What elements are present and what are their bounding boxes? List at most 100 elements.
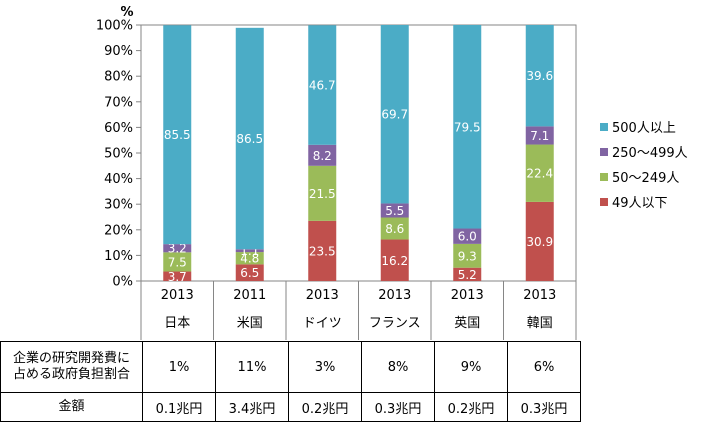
y-tick-label: 100% xyxy=(96,19,133,34)
data-label: 3.7 xyxy=(168,270,187,284)
table-cell: 1% xyxy=(142,341,216,393)
x-year-label: 2013 xyxy=(523,288,556,303)
table-cell: 6% xyxy=(507,341,581,393)
data-label: 7.1 xyxy=(530,129,549,143)
bar-segment xyxy=(235,27,264,250)
data-label: 3.2 xyxy=(168,242,187,256)
bar-segment xyxy=(380,217,409,240)
y-tick-label: 40% xyxy=(104,172,133,187)
bar-segment xyxy=(235,249,264,253)
table-cell: 0.3兆円 xyxy=(507,392,581,422)
y-tick-label: 30% xyxy=(104,198,133,213)
table-cell: 0.2兆円 xyxy=(288,392,362,422)
table-cell: 0.3兆円 xyxy=(361,392,435,422)
x-country-label: 日本 xyxy=(164,316,190,331)
y-unit-label: % xyxy=(120,5,133,20)
data-label: 4.8 xyxy=(240,252,259,266)
bar-segment xyxy=(163,271,192,281)
data-label: 6.5 xyxy=(240,266,259,280)
legend-label: 49人以下 xyxy=(612,196,668,211)
data-label: 39.6 xyxy=(526,69,553,83)
data-label: 8.6 xyxy=(385,222,404,236)
bar-segment xyxy=(453,228,482,244)
bar-segment xyxy=(525,25,554,127)
data-label: 22.4 xyxy=(526,167,553,181)
data-table: 企業の研究開発費に 占める政府負担割合 1% 11% 3% 8% 9% 6% 金… xyxy=(0,341,581,422)
x-year-label: 2013 xyxy=(451,288,484,303)
bar-segment xyxy=(163,25,192,245)
table-cell: 0.1兆円 xyxy=(142,392,216,422)
data-label: 69.7 xyxy=(381,108,408,122)
y-tick-label: 70% xyxy=(104,95,133,110)
y-tick-label: 10% xyxy=(104,249,133,264)
bars-layer: 3.77.53.285.56.54.81.186.523.521.58.246.… xyxy=(163,25,554,284)
x-country-label: ドイツ xyxy=(303,316,342,331)
bar-segment xyxy=(163,244,192,253)
bar-segment xyxy=(525,201,554,281)
bar-segment xyxy=(163,252,192,272)
y-tick-label: 60% xyxy=(104,121,133,136)
data-label: 8.2 xyxy=(313,149,332,163)
table-cell: 11% xyxy=(215,341,289,393)
data-label: 23.5 xyxy=(309,244,336,258)
table-cell: 3% xyxy=(288,341,362,393)
bar-segment xyxy=(453,243,482,268)
data-label: 79.5 xyxy=(454,120,481,134)
data-label: 5.2 xyxy=(458,268,477,282)
bar-segment xyxy=(453,267,482,281)
data-label: 46.7 xyxy=(309,79,336,93)
x-country-label: 米国 xyxy=(237,316,263,331)
bar-segment xyxy=(235,264,264,281)
bar-segment xyxy=(380,25,409,204)
bar-segment xyxy=(308,144,337,166)
table-cell: 9% xyxy=(434,341,508,393)
x-country-label: 英国 xyxy=(454,316,480,331)
legend: 500人以上 250～499人 50～249人 49人以下 xyxy=(600,121,688,211)
x-year-label: 2013 xyxy=(161,288,194,303)
table-row-amount: 金額 0.1兆円 3.4兆円 0.2兆円 0.3兆円 0.2兆円 0.3兆円 xyxy=(0,392,581,422)
bar-segment xyxy=(308,220,337,281)
table-cell: 3.4兆円 xyxy=(215,392,289,422)
row-header-line-2: 占める政府負担割合 xyxy=(12,367,130,382)
legend-swatch xyxy=(600,148,608,156)
table-row-header-amount: 金額 xyxy=(0,392,143,422)
legend-swatch xyxy=(600,123,608,131)
y-tick-label: 50% xyxy=(104,147,133,162)
table-cell: 0.2兆円 xyxy=(434,392,508,422)
table-cell: 8% xyxy=(361,341,435,393)
bar-segment xyxy=(380,239,409,281)
data-label: 9.3 xyxy=(458,249,477,263)
axis-layer: 0% 10% 20% 30% 40% 50% 60% 70% 80% 90% 100%% 2013 日本… xyxy=(96,5,577,340)
x-year-label: 2011 xyxy=(233,288,266,303)
bar-segment xyxy=(525,144,554,202)
bar-segment xyxy=(380,203,409,218)
x-country-label: フランス xyxy=(369,316,421,331)
legend-label: 500人以上 xyxy=(612,121,676,136)
y-tick-label: 80% xyxy=(104,70,133,85)
table-row-header-government-share: 企業の研究開発費に 占める政府負担割合 xyxy=(0,341,143,393)
plot-frame xyxy=(140,24,577,282)
bar-segment xyxy=(308,165,337,221)
bar-segment xyxy=(308,25,337,145)
stacked-bar-chart: 0% 10% 20% 30% 40% 50% 60% 70% 80% 90% 100%% 2013 日本… xyxy=(96,5,688,340)
data-label: 30.9 xyxy=(526,235,553,249)
table-row-government-share: 企業の研究開発費に 占める政府負担割合 1% 11% 3% 8% 9% 6% xyxy=(0,341,581,393)
x-year-label: 2013 xyxy=(306,288,339,303)
y-tick-label: 90% xyxy=(104,44,133,59)
data-label: 16.2 xyxy=(381,254,408,268)
data-label: 86.5 xyxy=(236,132,263,146)
bar-segment xyxy=(235,252,264,265)
data-label: 21.5 xyxy=(309,187,336,201)
bar-segment xyxy=(525,126,554,145)
x-country-label: 韓国 xyxy=(527,316,553,331)
data-label: 85.5 xyxy=(164,128,191,142)
legend-swatch xyxy=(600,173,608,181)
x-year-label: 2013 xyxy=(378,288,411,303)
data-label: 7.5 xyxy=(168,255,187,269)
legend-label: 250～499人 xyxy=(612,146,688,161)
row-header-line-1: 企業の研究開発費に xyxy=(12,351,130,366)
y-tick-label: 0% xyxy=(112,275,133,290)
data-label: 6.0 xyxy=(458,230,477,244)
bar-segment xyxy=(453,25,482,229)
y-tick-label: 20% xyxy=(104,223,133,238)
